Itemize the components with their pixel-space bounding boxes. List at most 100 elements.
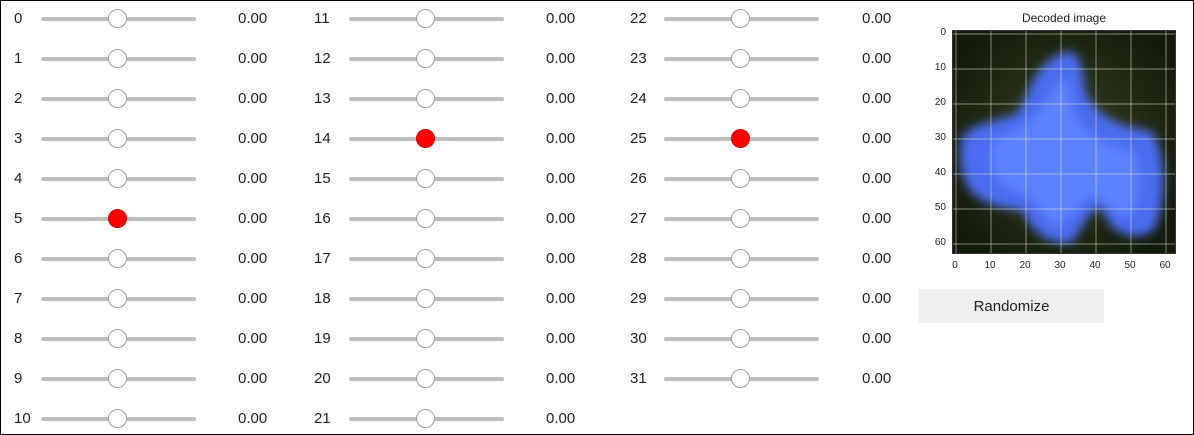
slider-value: 0.00 (862, 330, 892, 347)
x-tick: 60 (1159, 260, 1171, 271)
slider-thumb[interactable] (416, 169, 435, 188)
slider-thumb[interactable] (108, 249, 127, 268)
slider-label: 29 (630, 290, 647, 307)
slider-thumb[interactable] (731, 49, 750, 68)
slider-row: 27 0.00 (0, 207, 900, 231)
slider-row: 0 0.00 (0, 7, 900, 31)
slider-value: 0.00 (862, 210, 892, 227)
slider-value: 0.00 (238, 210, 268, 227)
slider-thumb[interactable] (108, 49, 127, 68)
slider-label: 30 (630, 330, 647, 347)
slider-thumb[interactable] (416, 329, 435, 348)
slider-thumb[interactable] (416, 49, 435, 68)
slider-value: 0.00 (546, 410, 576, 427)
slider-thumb[interactable] (108, 289, 127, 308)
slider-thumb[interactable] (731, 369, 750, 388)
randomize-button[interactable]: Randomize (919, 289, 1104, 323)
slider-value: 0.00 (238, 370, 268, 387)
slider-label: 27 (630, 210, 647, 227)
slider-row: 30 0.00 (0, 327, 900, 351)
slider-thumb[interactable] (108, 89, 127, 108)
x-tick: 40 (1089, 260, 1101, 271)
slider-value: 0.00 (862, 130, 892, 147)
slider-row: 28 0.00 (0, 247, 900, 271)
slider-row: 24 0.00 (0, 87, 900, 111)
slider-thumb[interactable] (731, 329, 750, 348)
slider-thumb[interactable] (108, 329, 127, 348)
slider-label: 19 (314, 330, 331, 347)
slider-row: 13 0.00 (0, 87, 900, 111)
slider-label: 6 (14, 250, 23, 267)
slider-value: 0.00 (546, 370, 576, 387)
slider-thumb[interactable] (731, 129, 750, 148)
slider-label: 26 (630, 170, 647, 187)
slider-value: 0.00 (546, 90, 576, 107)
slider-thumb[interactable] (731, 289, 750, 308)
slider-label: 31 (630, 370, 647, 387)
slider-thumb[interactable] (416, 9, 435, 28)
y-tick: 60 (934, 237, 946, 248)
slider-thumb[interactable] (416, 129, 435, 148)
slider-row: 25 0.00 (0, 127, 900, 151)
slider-thumb[interactable] (108, 9, 127, 28)
slider-value: 0.00 (238, 50, 268, 67)
slider-thumb[interactable] (731, 169, 750, 188)
slider-label: 10 (14, 410, 31, 427)
slider-value: 0.00 (238, 130, 268, 147)
slider-value: 0.00 (862, 90, 892, 107)
slider-row: 3 0.00 (0, 127, 900, 151)
slider-thumb[interactable] (416, 369, 435, 388)
slider-value: 0.00 (546, 170, 576, 187)
slider-value: 0.00 (546, 210, 576, 227)
slider-value: 0.00 (862, 170, 892, 187)
slider-thumb[interactable] (416, 249, 435, 268)
slider-thumb[interactable] (416, 89, 435, 108)
y-tick: 0 (940, 27, 946, 38)
slider-thumb[interactable] (108, 129, 127, 148)
slider-label: 21 (314, 410, 331, 427)
slider-label: 14 (314, 130, 331, 147)
slider-label: 15 (314, 170, 331, 187)
slider-value: 0.00 (862, 290, 892, 307)
slider-row: 12 0.00 (0, 47, 900, 71)
slider-row: 4 0.00 (0, 167, 900, 191)
slider-label: 5 (14, 210, 23, 227)
decoded-image-plot: Decoded image (918, 8, 1180, 278)
slider-row: 6 0.00 (0, 247, 900, 271)
slider-thumb[interactable] (731, 9, 750, 28)
slider-thumb[interactable] (108, 369, 127, 388)
slider-thumb[interactable] (731, 89, 750, 108)
slider-row: 17 0.00 (0, 247, 900, 271)
x-tick: 0 (952, 260, 958, 271)
slider-row: 8 0.00 (0, 327, 900, 351)
slider-value: 0.00 (546, 250, 576, 267)
slider-label: 9 (14, 370, 23, 387)
slider-thumb[interactable] (416, 409, 435, 428)
slider-thumb[interactable] (108, 169, 127, 188)
slider-row: 29 0.00 (0, 287, 900, 311)
slider-row: 20 0.00 (0, 367, 900, 391)
slider-thumb[interactable] (416, 289, 435, 308)
x-tick: 20 (1019, 260, 1031, 271)
slider-label: 23 (630, 50, 647, 67)
x-tick: 10 (984, 260, 996, 271)
slider-value: 0.00 (238, 250, 268, 267)
slider-thumb[interactable] (731, 249, 750, 268)
slider-thumb[interactable] (731, 209, 750, 228)
slider-label: 3 (14, 130, 23, 147)
slider-label: 17 (314, 250, 331, 267)
slider-value: 0.00 (546, 290, 576, 307)
slider-label: 18 (314, 290, 331, 307)
slider-label: 11 (314, 10, 330, 27)
slider-value: 0.00 (238, 290, 268, 307)
slider-value: 0.00 (546, 50, 576, 67)
y-tick: 50 (934, 202, 946, 213)
slider-label: 2 (14, 90, 23, 107)
y-tick: 20 (934, 97, 946, 108)
slider-thumb[interactable] (108, 409, 127, 428)
slider-thumb[interactable] (416, 209, 435, 228)
slider-row: 14 0.00 (0, 127, 900, 151)
slider-row: 9 0.00 (0, 367, 900, 391)
slider-value: 0.00 (238, 330, 268, 347)
slider-thumb[interactable] (108, 209, 127, 228)
